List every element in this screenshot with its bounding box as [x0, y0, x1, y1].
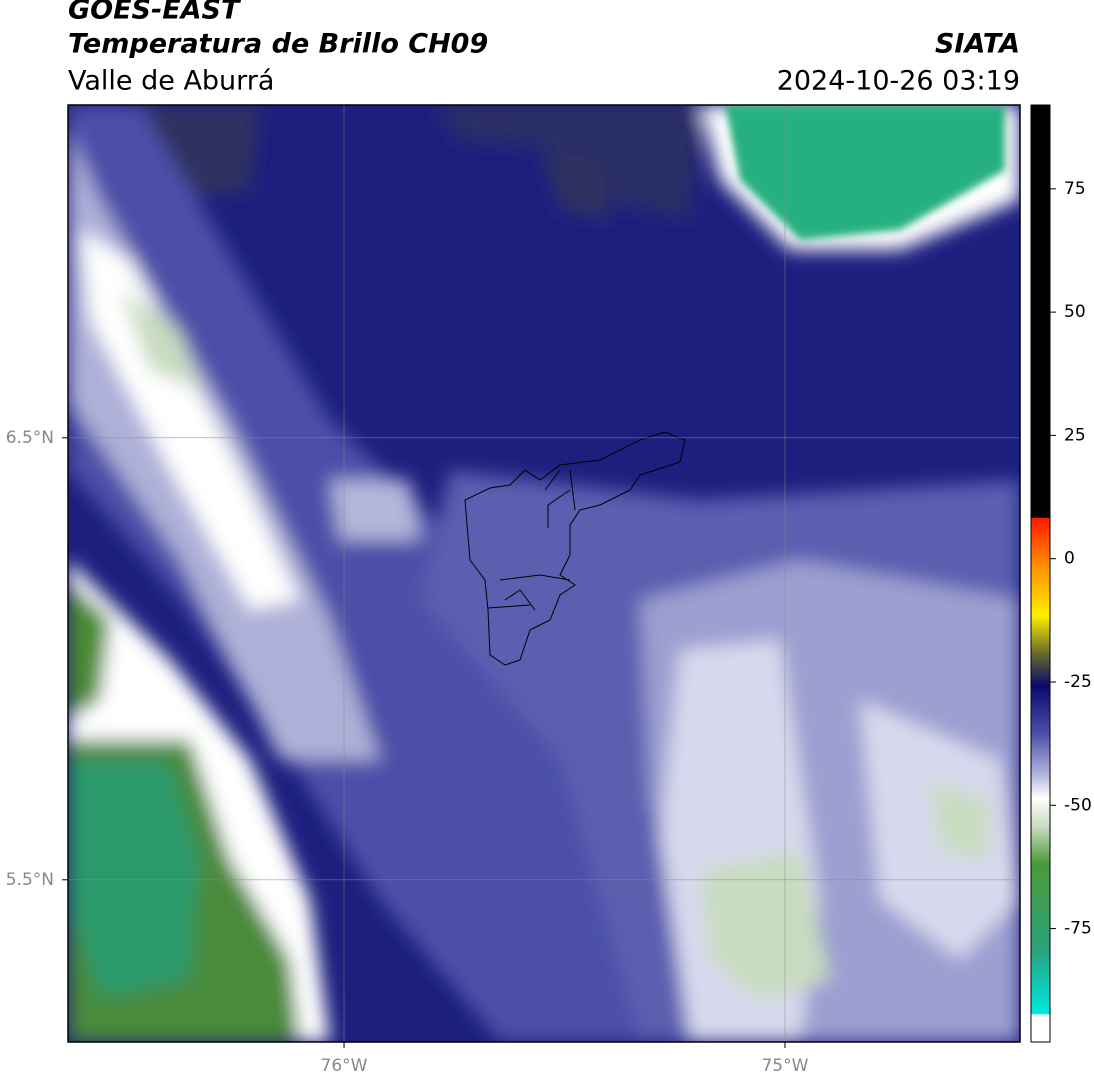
colorbar-tick-label: 75 — [1064, 179, 1086, 199]
y-tick-label: 6.5°N — [6, 428, 54, 448]
colorbar-tick-label: -75 — [1064, 919, 1092, 939]
colorbar — [1030, 104, 1051, 1043]
x-tick-label: 75°W — [761, 1056, 808, 1076]
map-field — [68, 105, 1020, 1042]
valley-outline — [464, 431, 686, 666]
colorbar-tick-label: 25 — [1064, 425, 1086, 445]
region: Valle de Aburrá — [68, 66, 274, 97]
source: SIATA — [935, 29, 1020, 60]
subtitle: Temperatura de Brillo CH09 — [68, 29, 488, 60]
datetime: 2024-10-26 03:19 — [777, 66, 1020, 97]
y-tick-label: 5.5°N — [6, 870, 54, 890]
grid — [68, 105, 1020, 1042]
title: GOES-EAST — [68, 0, 242, 26]
colorbar-tick-label: 50 — [1064, 302, 1086, 322]
colorbar-tick-label: 0 — [1064, 549, 1075, 569]
municipality-borders — [487, 469, 576, 611]
colorbar-tick-label: -25 — [1064, 672, 1092, 692]
colorbar-tick-label: -50 — [1064, 795, 1092, 815]
map-frame — [67, 104, 1021, 1043]
x-tick-label: 76°W — [321, 1056, 368, 1076]
